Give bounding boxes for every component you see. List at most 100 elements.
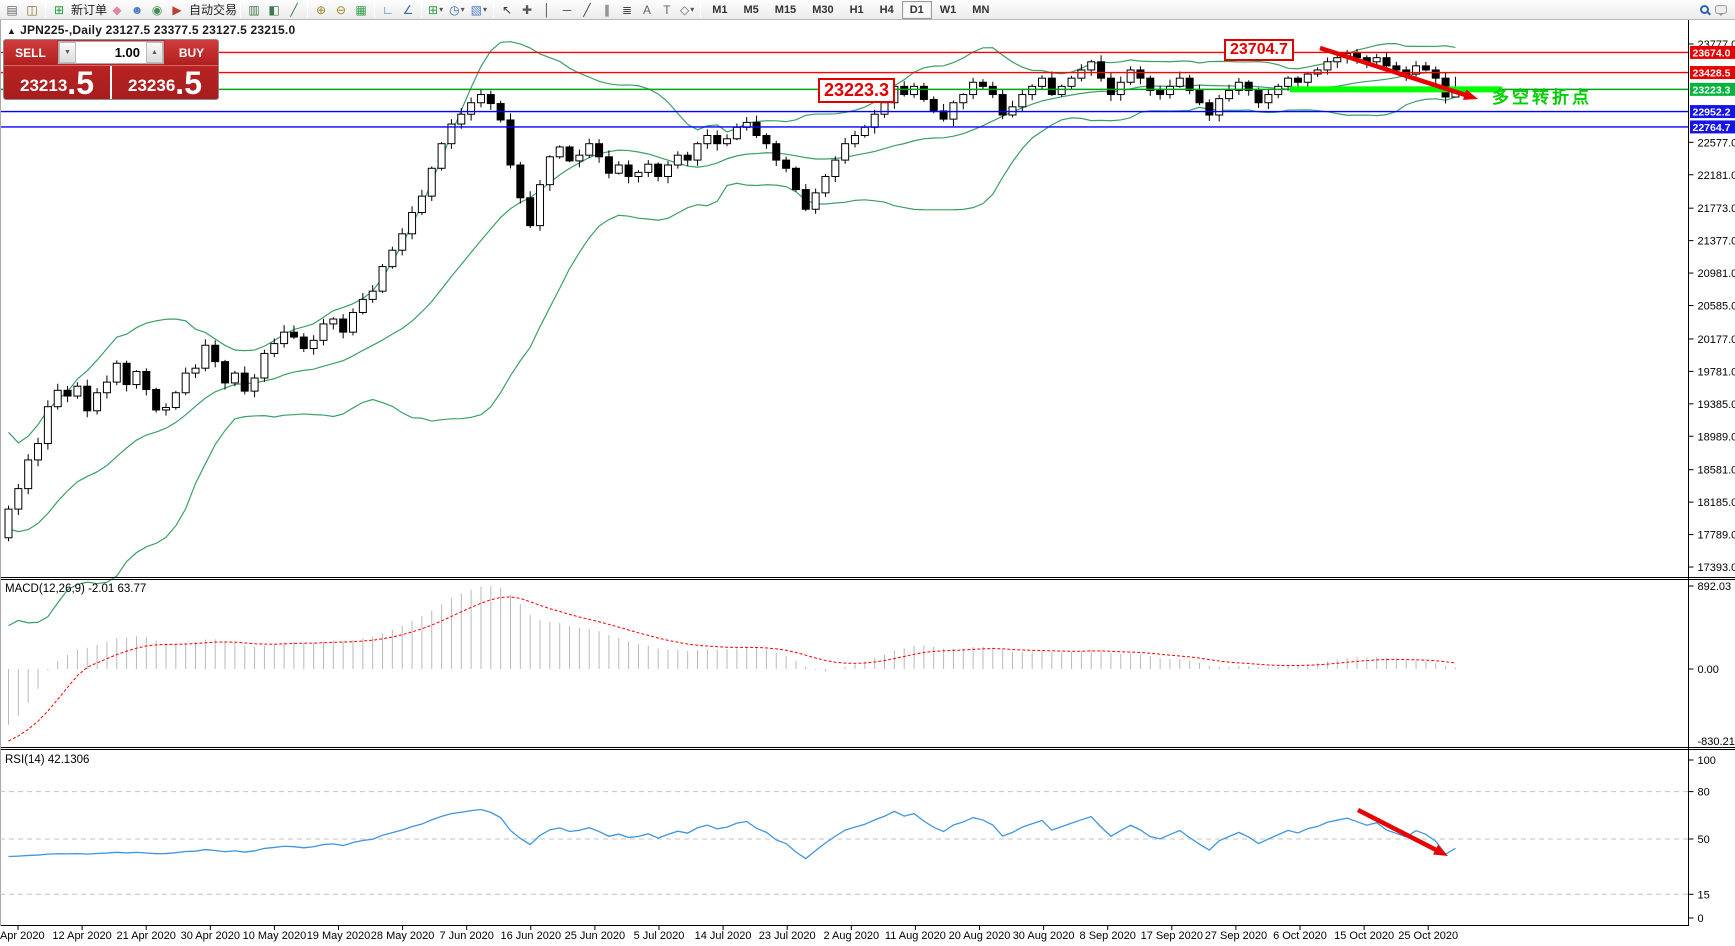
candle-body[interactable] [1106,77,1115,96]
candle-body[interactable] [811,192,820,210]
candle-body[interactable] [201,344,210,369]
new-order-icon-label[interactable]: 新订单 [71,3,108,17]
candle-body[interactable] [1372,57,1381,63]
candle-body[interactable] [260,352,269,379]
zoom-out-icon[interactable]: ⊖ [336,2,347,17]
text-label-icon[interactable]: T [663,2,671,17]
candle-body[interactable] [181,372,190,394]
volume-increase-button[interactable]: ▲ [146,42,163,63]
candle-body[interactable] [63,389,72,397]
candle-body[interactable] [1116,81,1125,96]
candle-body[interactable] [516,164,525,199]
candle-body[interactable] [604,156,613,174]
candle-body[interactable] [43,406,52,445]
candle-body[interactable] [112,362,121,383]
candle-body[interactable] [801,189,810,210]
candlestick-mode-icon[interactable]: ◧ [268,2,280,17]
candle-body[interactable] [1293,77,1302,83]
price-chart[interactable]: 23777.022577.022181.021773.021377.020981… [0,20,1735,946]
candle-body[interactable] [408,212,417,235]
candle-body[interactable] [634,171,643,177]
add-indicator-icon-dropdown[interactable]: ▾ [439,5,444,14]
candle-body[interactable] [1087,61,1096,71]
candle-body[interactable] [1146,77,1155,91]
candle-body[interactable] [900,85,909,96]
candle-body[interactable] [732,126,741,140]
candle-body[interactable] [1047,77,1056,96]
crosshair-icon[interactable]: ✚ [521,2,532,17]
candle-body[interactable] [319,323,328,341]
candle-body[interactable] [1382,57,1391,67]
candle-body[interactable] [506,119,515,166]
candle-body[interactable] [762,135,771,145]
candle-body[interactable] [969,81,978,96]
candle-body[interactable] [1126,69,1135,83]
volume-decrease-button[interactable]: ▼ [59,42,76,63]
candle-body[interactable] [102,381,111,394]
annotation-level-price-box[interactable]: 23223.3 [818,78,896,103]
candle-body[interactable] [1333,57,1342,63]
candle-body[interactable] [358,298,367,313]
candle-body[interactable] [486,94,495,105]
candle-body[interactable] [1431,69,1440,79]
candle-body[interactable] [870,113,879,128]
autotrade-icon[interactable]: ▶ [172,2,182,17]
candle-body[interactable] [929,98,938,112]
candle-body[interactable] [368,290,377,300]
candle-body[interactable] [447,123,456,145]
candle-body[interactable] [565,146,574,162]
candle-body[interactable] [34,443,43,461]
candle-body[interactable] [171,392,180,409]
candle-body[interactable] [850,135,859,145]
candle-body[interactable] [161,407,170,411]
candle-body[interactable] [1303,73,1312,83]
candle-body[interactable] [1175,77,1184,87]
candle-body[interactable] [1234,81,1243,91]
candle-body[interactable] [663,164,672,177]
candle-body[interactable] [388,249,397,268]
candle-body[interactable] [1254,89,1263,104]
candle-body[interactable] [1323,61,1332,71]
candle-body[interactable] [1421,65,1430,71]
candle-body[interactable] [378,266,387,292]
volume-value[interactable]: 1.00 [76,42,146,63]
search-icon[interactable] [1700,5,1709,14]
candle-body[interactable] [349,311,358,333]
candle-body[interactable] [880,102,889,115]
candle-body[interactable] [83,385,92,412]
autotrade-icon-label[interactable]: 自动交易 [189,3,238,17]
candle-body[interactable] [1264,94,1273,104]
candle-body[interactable] [1185,77,1194,91]
buy-price[interactable]: 23236.5 [112,66,218,99]
indicator-window2-icon[interactable]: ∠ [402,2,414,17]
candle-body[interactable] [1392,65,1401,71]
candle-body[interactable] [673,154,682,166]
highlight-bar[interactable] [1290,86,1502,93]
candle-body[interactable] [289,331,298,338]
chat-icon[interactable] [1715,5,1727,16]
candle-body[interactable] [1412,65,1421,75]
linechart-mode-icon[interactable]: ╱ [290,2,298,17]
candle-body[interactable] [713,135,722,145]
annotation-note-text[interactable]: 多空转折点 [1492,88,1592,107]
candle-body[interactable] [723,138,732,145]
shapes-icon-dropdown[interactable]: ▾ [690,5,695,14]
candle-body[interactable] [644,163,653,173]
candle-body[interactable] [1156,89,1165,96]
sell-price[interactable]: 23213.5 [4,66,110,99]
candle-body[interactable] [1028,85,1037,96]
candle-body[interactable] [654,163,663,177]
vline-icon[interactable]: │ [543,2,551,17]
candle-body[interactable] [910,85,919,96]
candle-body[interactable] [978,81,987,87]
sell-button[interactable]: SELL [4,40,57,65]
candle-body[interactable] [142,370,151,390]
candle-body[interactable] [1205,102,1214,116]
trendline-icon[interactable]: ╱ [583,2,591,17]
candle-body[interactable] [1274,85,1283,96]
zoom-in-icon[interactable]: ⊕ [316,2,327,17]
candle-body[interactable] [1136,69,1145,79]
candle-body[interactable] [998,94,1007,116]
candle-body[interactable] [536,184,545,227]
candle-body[interactable] [132,370,141,386]
